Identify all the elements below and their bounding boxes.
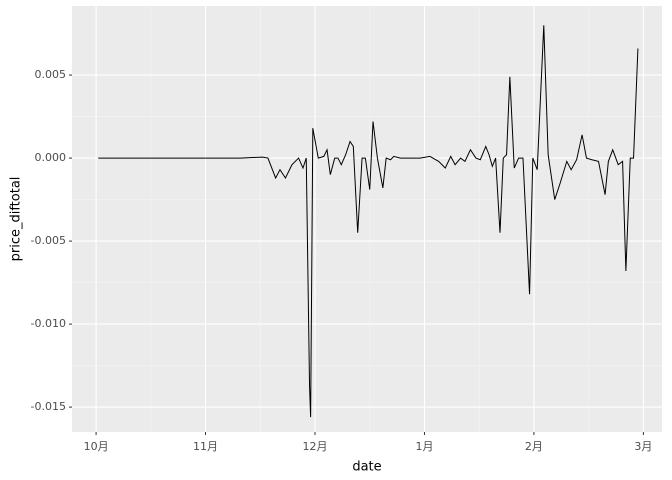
x-tick-label: 11月 xyxy=(193,440,218,453)
x-tick-label: 2月 xyxy=(525,440,543,453)
y-tick-label: 0.000 xyxy=(35,151,67,164)
panel xyxy=(72,6,662,432)
y-axis-title: price_diftotal xyxy=(9,177,24,262)
x-tick-label: 3月 xyxy=(634,440,652,453)
data-line xyxy=(98,25,639,418)
x-tick-label: 1月 xyxy=(415,440,433,453)
y-tick-label: -0.010 xyxy=(31,317,66,330)
y-tick-label: -0.005 xyxy=(31,234,66,247)
x-tick-label: 10月 xyxy=(84,440,109,453)
y-tick-label: 0.005 xyxy=(35,68,67,81)
x-tick-label: 12月 xyxy=(303,440,328,453)
y-tick-label: -0.015 xyxy=(31,400,66,413)
x-axis-title: date xyxy=(352,460,381,475)
grid xyxy=(72,6,662,432)
